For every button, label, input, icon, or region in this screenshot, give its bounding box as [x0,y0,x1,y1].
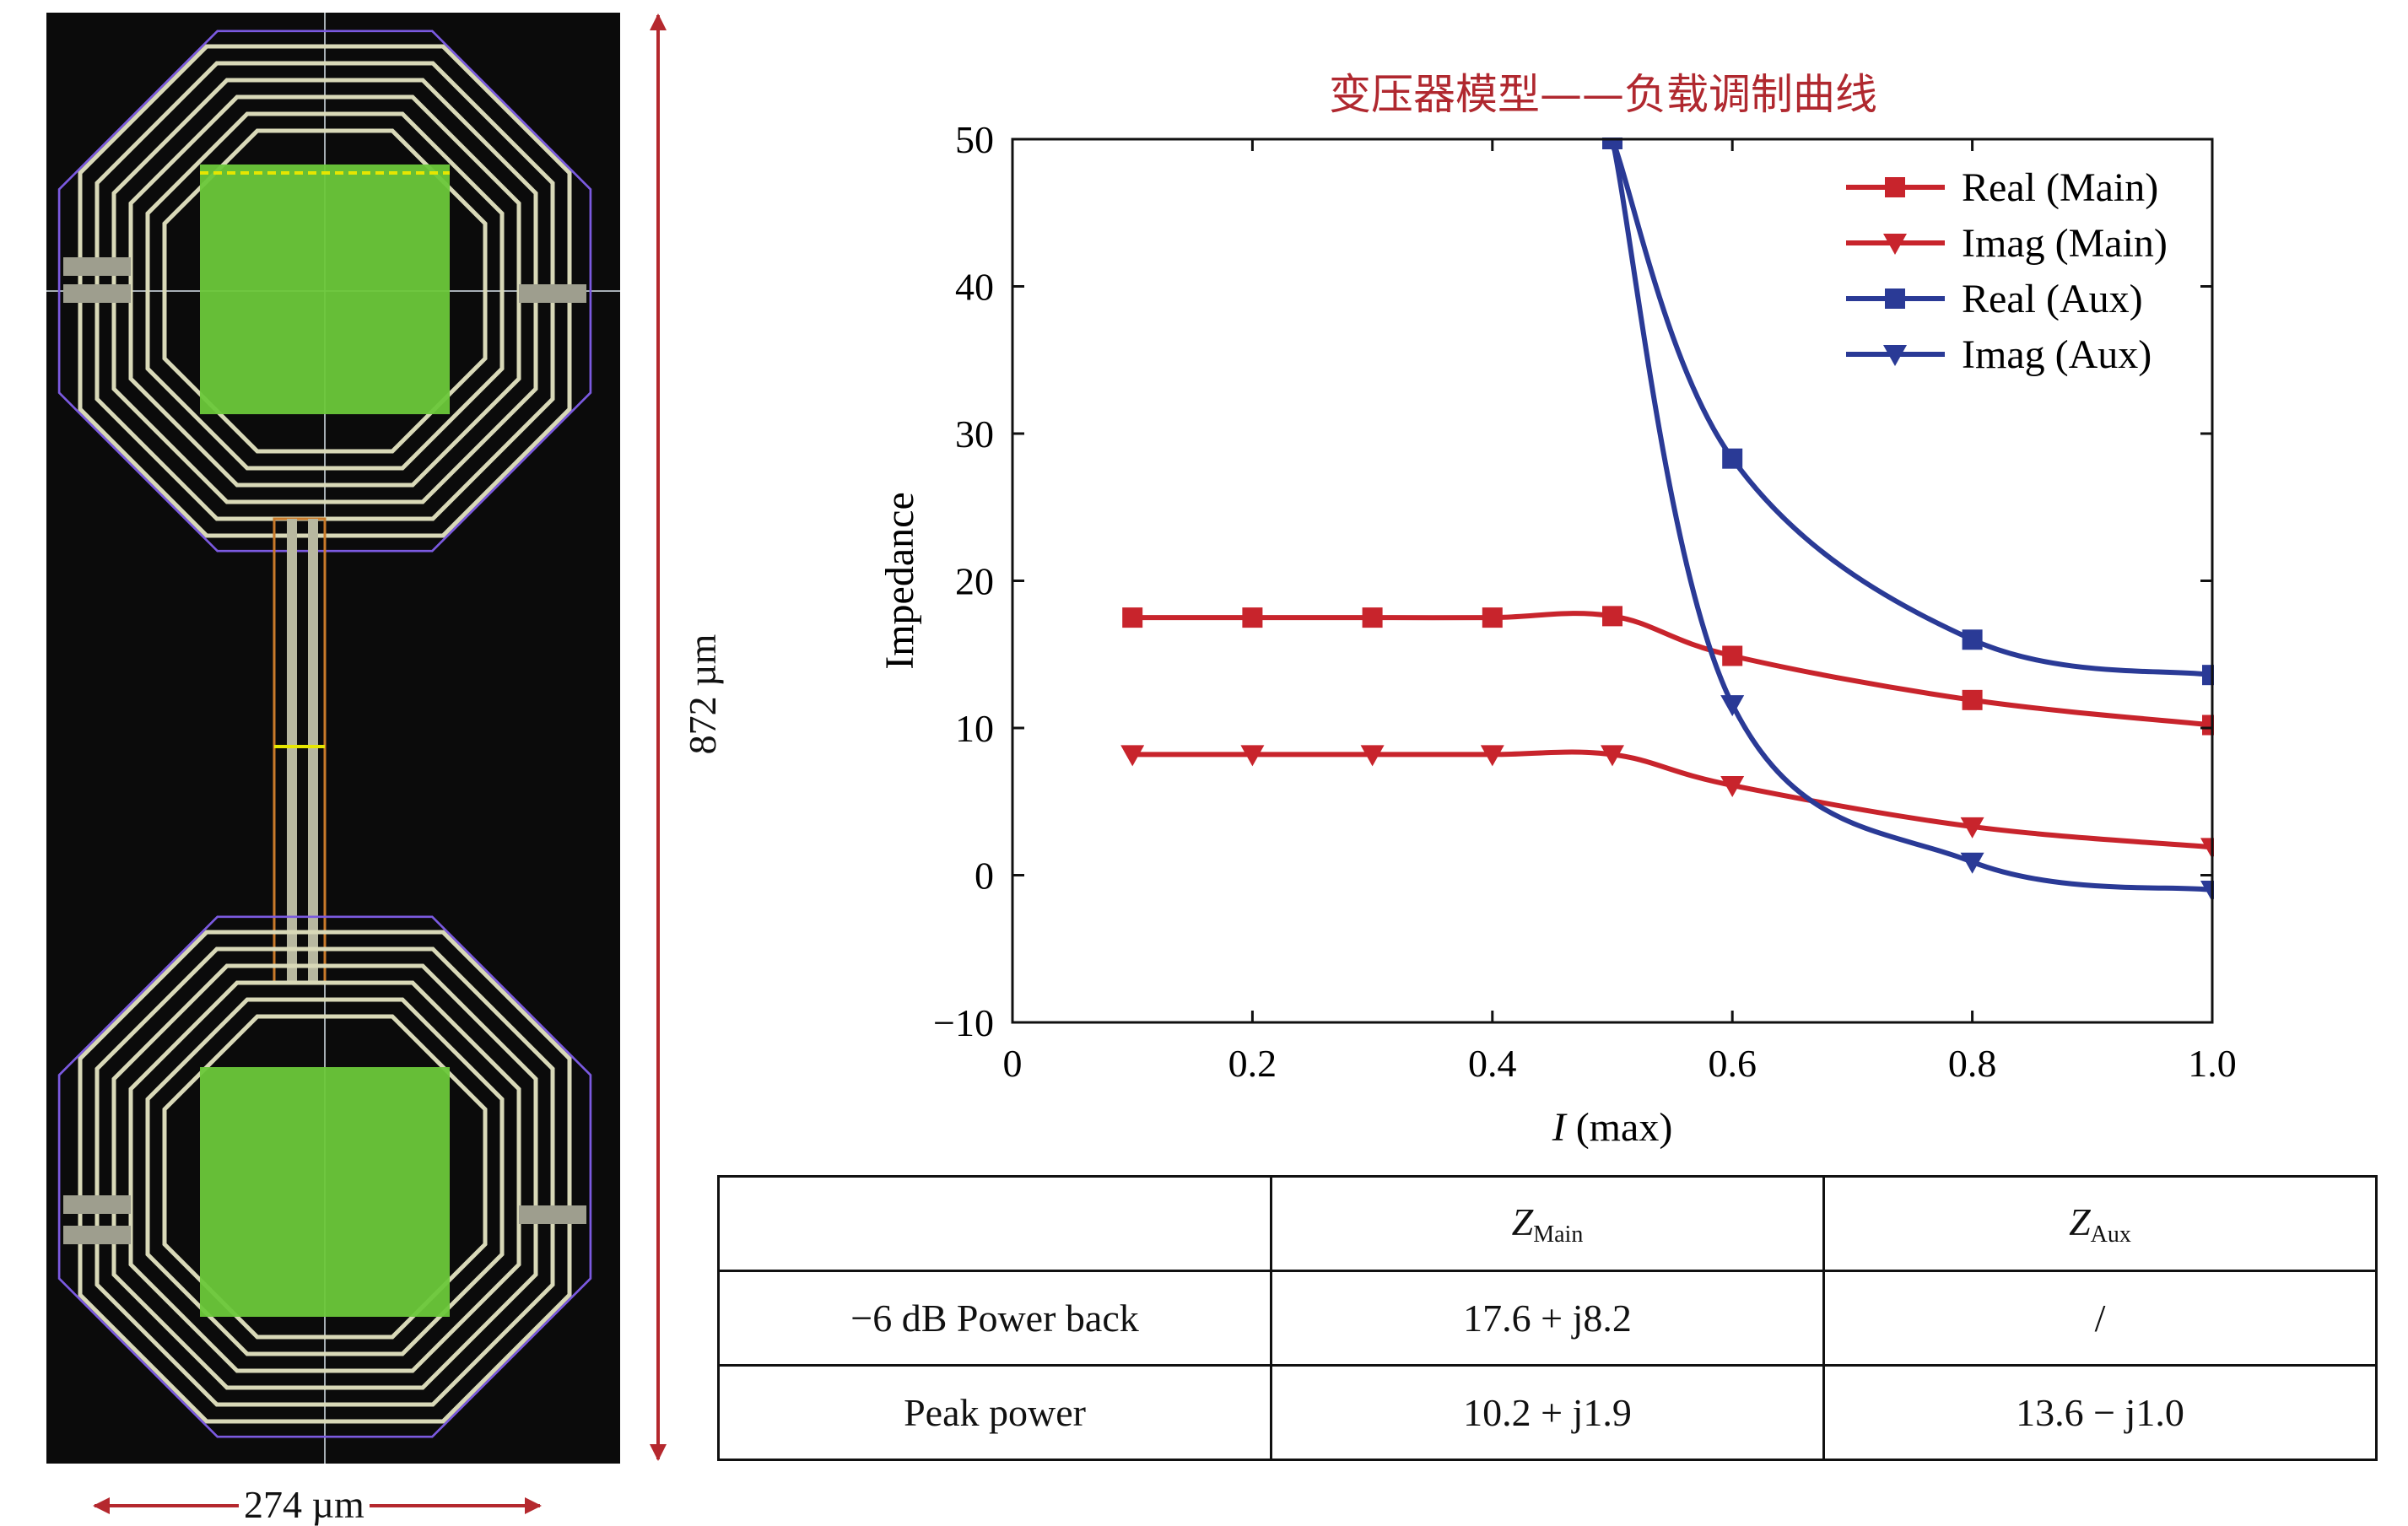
layout-drawing [46,13,620,1464]
y-tick-label: 20 [955,560,994,603]
plot-frame [1011,138,2214,1024]
series-line [1610,138,2213,892]
data-point [1122,607,1143,628]
data-point [1960,852,1984,874]
top-pad [200,164,450,414]
legend-entry: Imag (Aux) [1846,332,2152,377]
series-line [1610,138,2213,678]
transformer-layout-image [46,13,620,1464]
legend-entry: Real (Aux) [1846,277,2143,321]
x-tick-label: 0 [1003,1042,1023,1085]
y-tick-label: −10 [933,1001,994,1044]
data-point [1360,745,1385,767]
table-cell-aux: / [1822,1270,2378,1367]
legend-marker [1885,177,1905,197]
series-real-main [1122,606,2214,736]
y-tick-label: 50 [955,118,994,161]
table-cell-label: −6 dB Power back [717,1270,1272,1367]
x-tick-label: 0.8 [1948,1042,1997,1085]
table-cell-aux: 13.6 − j1.0 [1822,1364,2378,1461]
x-tick-label: 0.6 [1708,1042,1757,1085]
series-line [1132,749,2213,850]
bottom-pad [200,1067,450,1317]
data-point [1962,629,1983,650]
table-header-row: ZMain ZAux [717,1175,2378,1272]
legend-label: Imag (Main) [1962,221,2168,266]
legend-entry: Real (Main) [1846,165,2158,210]
data-point [1960,817,1984,838]
y-axis-label: Impedance [877,492,922,670]
table-cell-main: 10.2 + j1.9 [1270,1364,1825,1461]
data-point [1242,607,1263,628]
data-point [1482,607,1503,628]
x-tick-label: 0.2 [1228,1042,1277,1085]
y-tick-label: 10 [955,707,994,750]
chart-title: 变压器模型——负载调制曲线 [1329,70,1877,119]
bottom-inductor [57,915,592,1438]
data-point [1722,448,1743,469]
data-point [1602,606,1622,627]
legend-marker [1885,288,1905,309]
legend-entry: Imag (Main) [1846,221,2168,266]
data-point [1480,745,1504,767]
table-cell-label: Peak power [717,1364,1272,1461]
x-tick-label: 0.4 [1468,1042,1517,1085]
series-imag-aux [1605,138,2214,902]
table-header-zaux: ZAux [1822,1175,2378,1272]
legend-label: Real (Aux) [1962,277,2143,321]
legend-marker [1883,345,1907,366]
table-header-empty [717,1175,1272,1272]
data-point [1120,745,1145,767]
center-feed-line [273,517,327,984]
data-point [1362,607,1383,628]
data-point [1605,138,1620,151]
data-point [1722,645,1743,666]
data-point [2200,838,2214,860]
y-tick-label: 0 [975,855,994,898]
data-point [1720,695,1745,717]
data-point [2200,880,2214,902]
y-tick-label: 30 [955,413,994,456]
impedance-table: ZMain ZAux −6 dB Power back 17.6 + j8.2 … [717,1175,2378,1461]
x-axis-label: I (max) [1552,1105,1673,1150]
data-point [1962,689,1983,710]
legend-label: Imag (Aux) [1962,332,2152,377]
x-tick-label: 1.0 [2188,1042,2237,1085]
table-cell-main: 17.6 + j8.2 [1270,1270,1825,1367]
data-point [1720,776,1745,798]
table-row: −6 dB Power back 17.6 + j8.2 / [717,1270,2378,1367]
series-imag-main [1120,745,2214,860]
table-row: Peak power 10.2 + j1.9 13.6 − j1.0 [717,1364,2378,1461]
data-point [1240,745,1265,767]
legend-label: Real (Main) [1962,165,2158,210]
series-line [1132,611,2213,728]
top-inductor [57,30,592,553]
width-dimension-label: 274 µm [239,1486,370,1524]
table-header-zmain: ZMain [1270,1175,1825,1272]
data-point [1601,745,1624,767]
legend-marker [1883,234,1907,255]
y-tick-label: 40 [955,266,994,309]
